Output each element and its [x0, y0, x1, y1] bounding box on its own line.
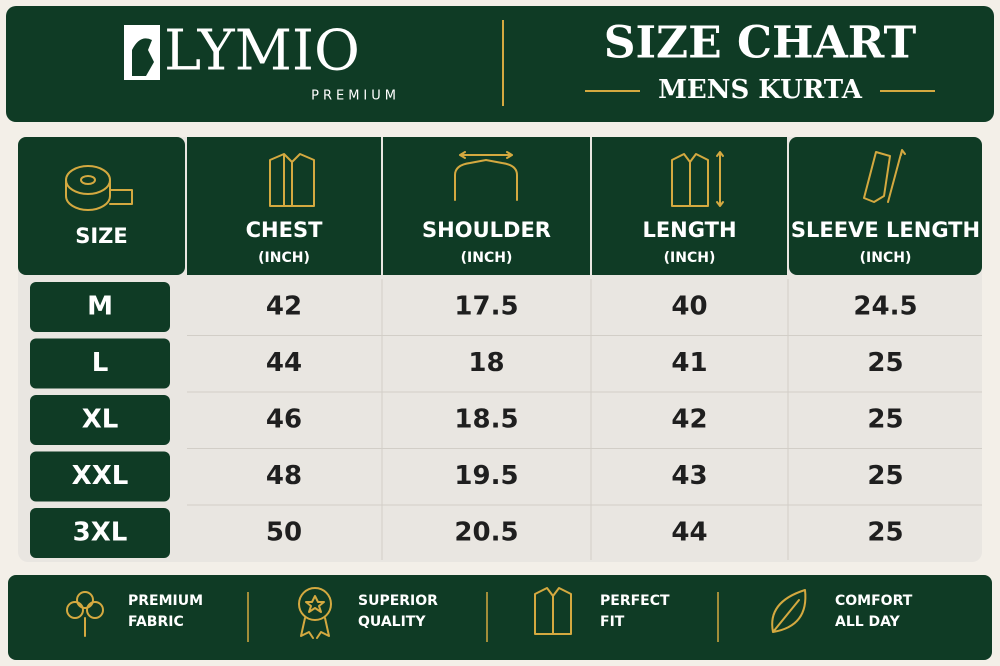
- column-unit: (INCH): [860, 250, 912, 266]
- size-pill: [30, 282, 170, 332]
- logo-icon: [124, 25, 160, 80]
- feature-line: FABRIC: [128, 614, 184, 630]
- cell-value: 25: [867, 518, 903, 548]
- sleeve-icon: [863, 149, 906, 203]
- cell-value: 25: [867, 348, 903, 378]
- cell-value: 48: [266, 461, 302, 491]
- cell-value: 41: [671, 348, 707, 378]
- column-label: SHOULDER: [422, 218, 551, 242]
- leaf-icon: [771, 589, 807, 633]
- column-label: SIZE: [75, 224, 128, 248]
- feature-line: FIT: [600, 614, 625, 630]
- cell-value: 18: [468, 348, 504, 378]
- tagline: PREMIUM: [311, 89, 400, 104]
- cell-value: 17.5: [454, 292, 518, 322]
- cell-value: 50: [266, 518, 302, 548]
- size-pill: [30, 451, 170, 502]
- header-icons: [65, 149, 906, 211]
- cell-value: 20.5: [454, 518, 518, 548]
- footer: PREMIUM FABRIC SUPERIOR QUALITY PERFECT FIT CO…: [128, 592, 913, 642]
- column-unit: (INCH): [461, 250, 513, 266]
- feature-line: SUPERIOR: [358, 593, 438, 609]
- column-label: CHEST: [246, 218, 323, 242]
- cell-value: 24.5: [853, 292, 917, 322]
- cell-value: 42: [266, 292, 302, 322]
- cell-value: 18.5: [454, 405, 518, 435]
- fit-icon: [534, 587, 572, 635]
- size-label: XL: [82, 405, 119, 435]
- footer-banner: [8, 575, 992, 660]
- column-label: LENGTH: [642, 218, 736, 242]
- header-banner: [6, 6, 994, 122]
- title: SIZE CHART: [604, 18, 917, 69]
- size-label: M: [87, 292, 113, 322]
- size-label: XXL: [72, 461, 129, 491]
- cell-value: 19.5: [454, 461, 518, 491]
- cell-value: 44: [266, 348, 302, 378]
- cell-value: 42: [671, 405, 707, 435]
- size-pill: [30, 395, 170, 445]
- shoulder-icon: [454, 151, 518, 201]
- cell-value: 25: [867, 405, 903, 435]
- cotton-icon: [66, 591, 104, 637]
- feature-line: QUALITY: [358, 614, 426, 630]
- cell-value: 44: [671, 518, 707, 548]
- cell-value: 40: [671, 292, 707, 322]
- size-pill: [30, 508, 170, 558]
- cell-value: 25: [867, 461, 903, 491]
- column-unit: (INCH): [664, 250, 716, 266]
- column-unit: (INCH): [258, 250, 310, 266]
- feature-line: PERFECT: [600, 593, 670, 609]
- brand: LYMIO: [164, 19, 360, 84]
- feature-line: PREMIUM: [128, 593, 203, 609]
- cell-value: 46: [266, 405, 302, 435]
- feature-line: ALL DAY: [835, 614, 901, 630]
- subtitle: MENS KURTA: [658, 75, 863, 105]
- cell-value: 43: [671, 461, 707, 491]
- size-label: 3XL: [73, 518, 128, 548]
- size-label: L: [92, 348, 109, 378]
- shirt-icon: [269, 153, 315, 207]
- tape-icon: [65, 165, 133, 211]
- badge-icon: [298, 587, 332, 639]
- length-icon: [671, 151, 724, 207]
- column-header: [789, 137, 982, 275]
- footer-icons: [66, 587, 807, 639]
- column-label: SLEEVE LENGTH: [791, 218, 980, 242]
- feature-line: COMFORT: [835, 593, 913, 609]
- size-pill: [30, 338, 170, 389]
